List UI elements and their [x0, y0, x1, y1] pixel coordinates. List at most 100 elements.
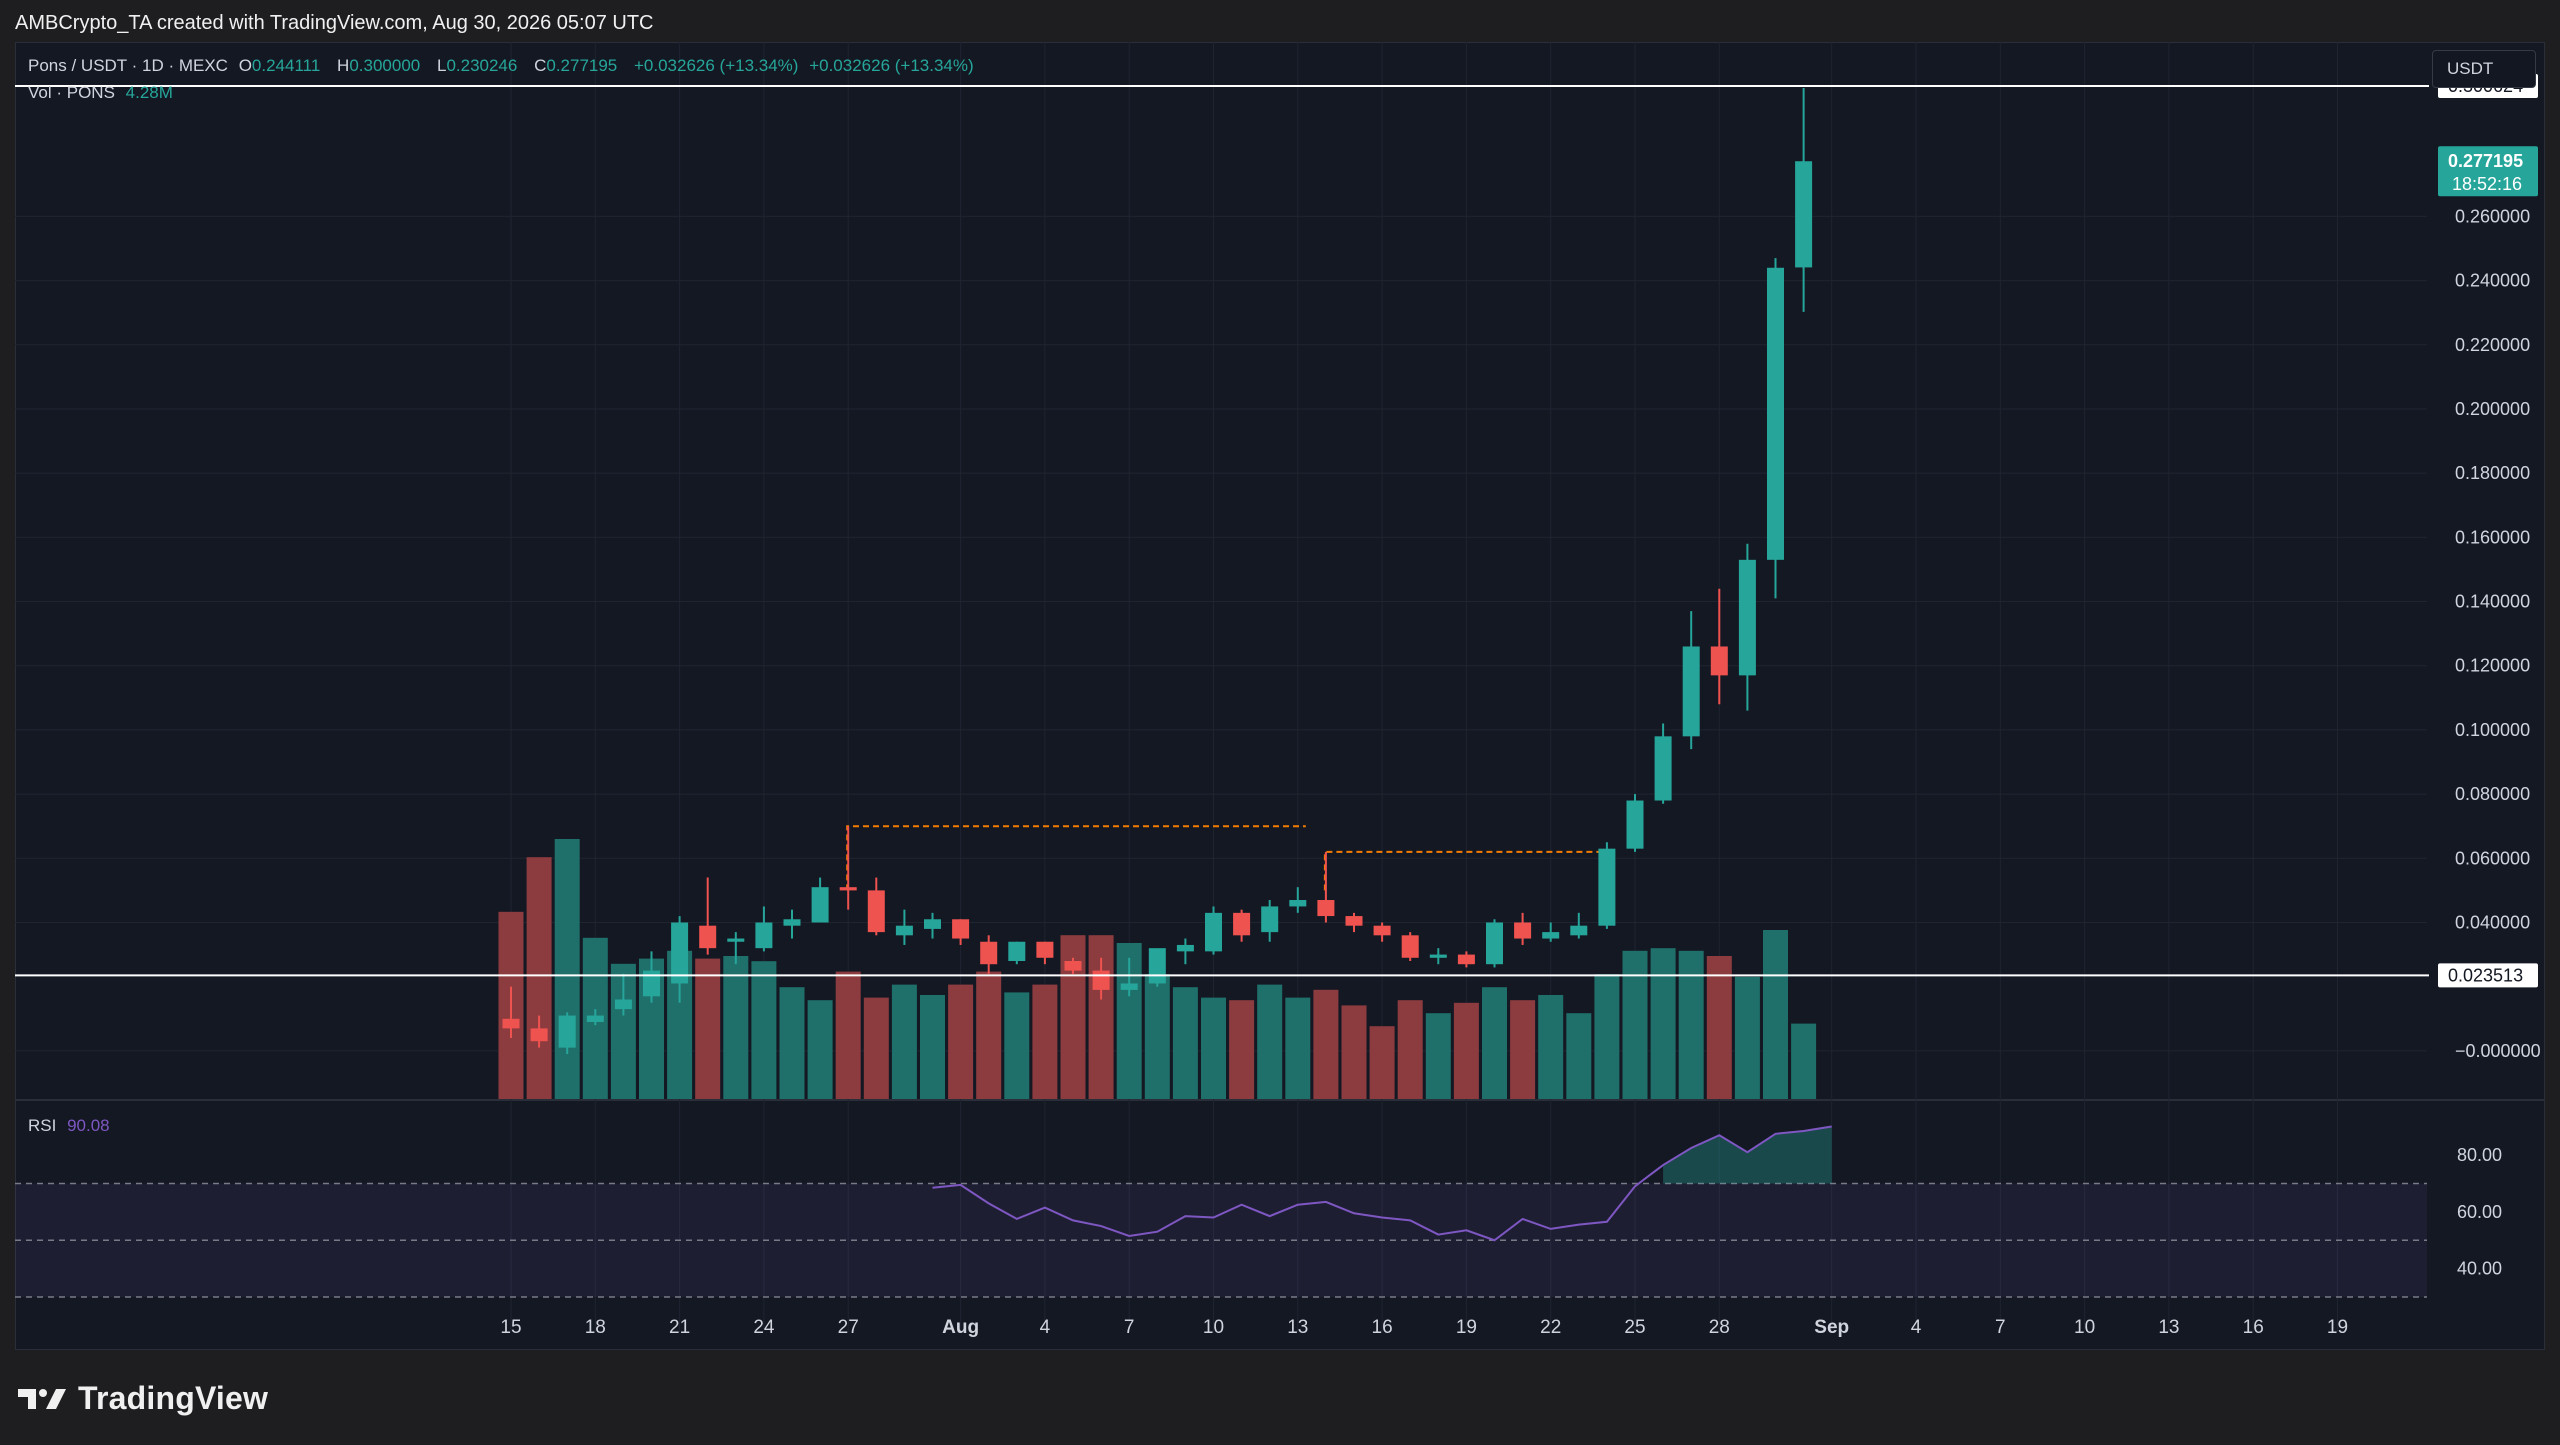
volume-bar — [1482, 987, 1507, 1099]
time-axis-label: 10 — [1203, 1317, 1224, 1338]
time-axis-label: 7 — [1124, 1317, 1135, 1338]
time-axis-label: 16 — [2243, 1317, 2264, 1338]
low-label: L0.230246 — [436, 56, 518, 75]
last-price-label: 0.277195 — [2448, 151, 2523, 171]
candle-body — [1738, 559, 1756, 676]
price-axis-label: 0.100000 — [2455, 720, 2530, 740]
candle — [1542, 922, 1560, 942]
time-axis-label: 7 — [1995, 1317, 2006, 1338]
candle — [1233, 909, 1251, 942]
candle — [1457, 951, 1475, 968]
rsi-axis-label: 60.00 — [2457, 1202, 2502, 1222]
candle — [1767, 258, 1784, 599]
candle-body — [530, 1028, 548, 1042]
grid-lines — [15, 42, 2427, 1332]
price-axis-label: 0.160000 — [2455, 527, 2530, 547]
volume-bar — [948, 984, 974, 1099]
symbol-label[interactable]: Pons / USDT · 1D · MEXC — [28, 56, 228, 75]
chart-frame — [15, 42, 2545, 1350]
candle — [502, 986, 520, 1039]
candle — [1148, 948, 1166, 987]
candle-body — [980, 941, 998, 965]
volume-bar — [920, 995, 945, 1099]
volume-bars — [498, 839, 1817, 1099]
rsi-label[interactable]: RSI — [28, 1116, 57, 1135]
price-axis-label: 0.040000 — [2455, 912, 2530, 932]
high-label: H0.300000 — [337, 56, 421, 75]
time-axis-label: 21 — [669, 1317, 690, 1338]
ohlc-legend: Pons / USDT · 1D · MEXC O0.244111 H0.300… — [28, 56, 980, 76]
candle-body — [502, 1018, 520, 1029]
volume-bar — [863, 997, 889, 1099]
candle — [895, 909, 913, 945]
candle-body — [1767, 267, 1784, 560]
candle — [1626, 794, 1644, 852]
candle — [614, 973, 632, 1016]
candle-body — [1345, 916, 1363, 926]
time-axis-label: 19 — [1456, 1317, 1477, 1338]
time-axis-label: 16 — [1372, 1317, 1393, 1338]
volume-bar — [1285, 997, 1311, 1099]
candle-body — [1514, 922, 1532, 939]
candle-body — [952, 919, 970, 939]
time-axis-label: Aug — [942, 1317, 979, 1338]
candle-body — [1570, 925, 1588, 936]
candle — [1205, 906, 1222, 955]
candle-body — [755, 922, 773, 949]
time-axis-label: 18 — [585, 1317, 606, 1338]
volume-bar — [1144, 974, 1170, 1099]
volume-bar — [1763, 930, 1788, 1099]
volume-bar — [1678, 950, 1704, 1099]
price-axis-label: −0.000000 — [2455, 1041, 2541, 1061]
price-axis-label: 0.220000 — [2455, 335, 2530, 355]
candle — [1570, 912, 1588, 939]
candle-body — [643, 970, 660, 997]
candle — [727, 932, 745, 965]
candle-body — [1317, 900, 1335, 917]
currency-button[interactable]: USDT — [2432, 50, 2536, 88]
volume-label[interactable]: Vol · PONS — [28, 83, 115, 102]
time-axis-label: Sep — [1814, 1317, 1849, 1338]
credit-text: AMBCrypto_TA created with TradingView.co… — [15, 12, 654, 34]
volume-bar — [807, 1000, 833, 1099]
volume-bar — [779, 987, 805, 1099]
candle — [558, 1012, 576, 1055]
volume-bar — [1734, 976, 1760, 1099]
candle-body — [1486, 922, 1503, 965]
candle-body — [1401, 935, 1419, 958]
volume-bar — [1172, 987, 1198, 1099]
volume-bar — [976, 971, 1002, 1099]
candle-body — [867, 890, 885, 933]
candle-body — [699, 925, 717, 949]
price-axis-label: 0.060000 — [2455, 848, 2530, 868]
candle — [924, 912, 941, 939]
volume-bar — [1425, 1013, 1451, 1099]
candle-body — [1261, 906, 1279, 933]
level-label-box — [2438, 963, 2538, 988]
time-axis-label: 13 — [2158, 1317, 2179, 1338]
change-value: +0.032626 (+13.34%) — [634, 56, 799, 75]
volume-bar — [1004, 992, 1030, 1099]
candle — [1710, 588, 1728, 705]
candle-body — [1429, 954, 1447, 958]
candle-body — [895, 925, 913, 936]
candle — [1036, 941, 1054, 965]
volume-bar — [891, 984, 917, 1099]
tradingview-brand[interactable]: TradingView — [16, 1380, 268, 1417]
volume-bar — [526, 857, 552, 1099]
chart-canvas[interactable]: 0.260000 0.240000 0.220000 0.200000 0.180000… — [15, 42, 2545, 1350]
low-value: 0.230246 — [446, 56, 518, 75]
candle — [1795, 88, 1813, 312]
volume-value: 4.28M — [125, 83, 173, 102]
candle — [1514, 912, 1532, 945]
volume-bar — [1032, 984, 1058, 1099]
rsi-legend: RSI 90.08 — [28, 1116, 116, 1136]
time-axis-label: 10 — [2074, 1317, 2095, 1338]
candle-body — [1092, 970, 1110, 990]
candle — [699, 877, 717, 955]
price-axis-label: 0.140000 — [2455, 592, 2530, 612]
candle — [811, 877, 829, 923]
time-axis-label: 13 — [1287, 1317, 1308, 1338]
tradingview-logo-icon — [18, 1388, 66, 1409]
price-axis-label: 0.240000 — [2455, 271, 2530, 291]
